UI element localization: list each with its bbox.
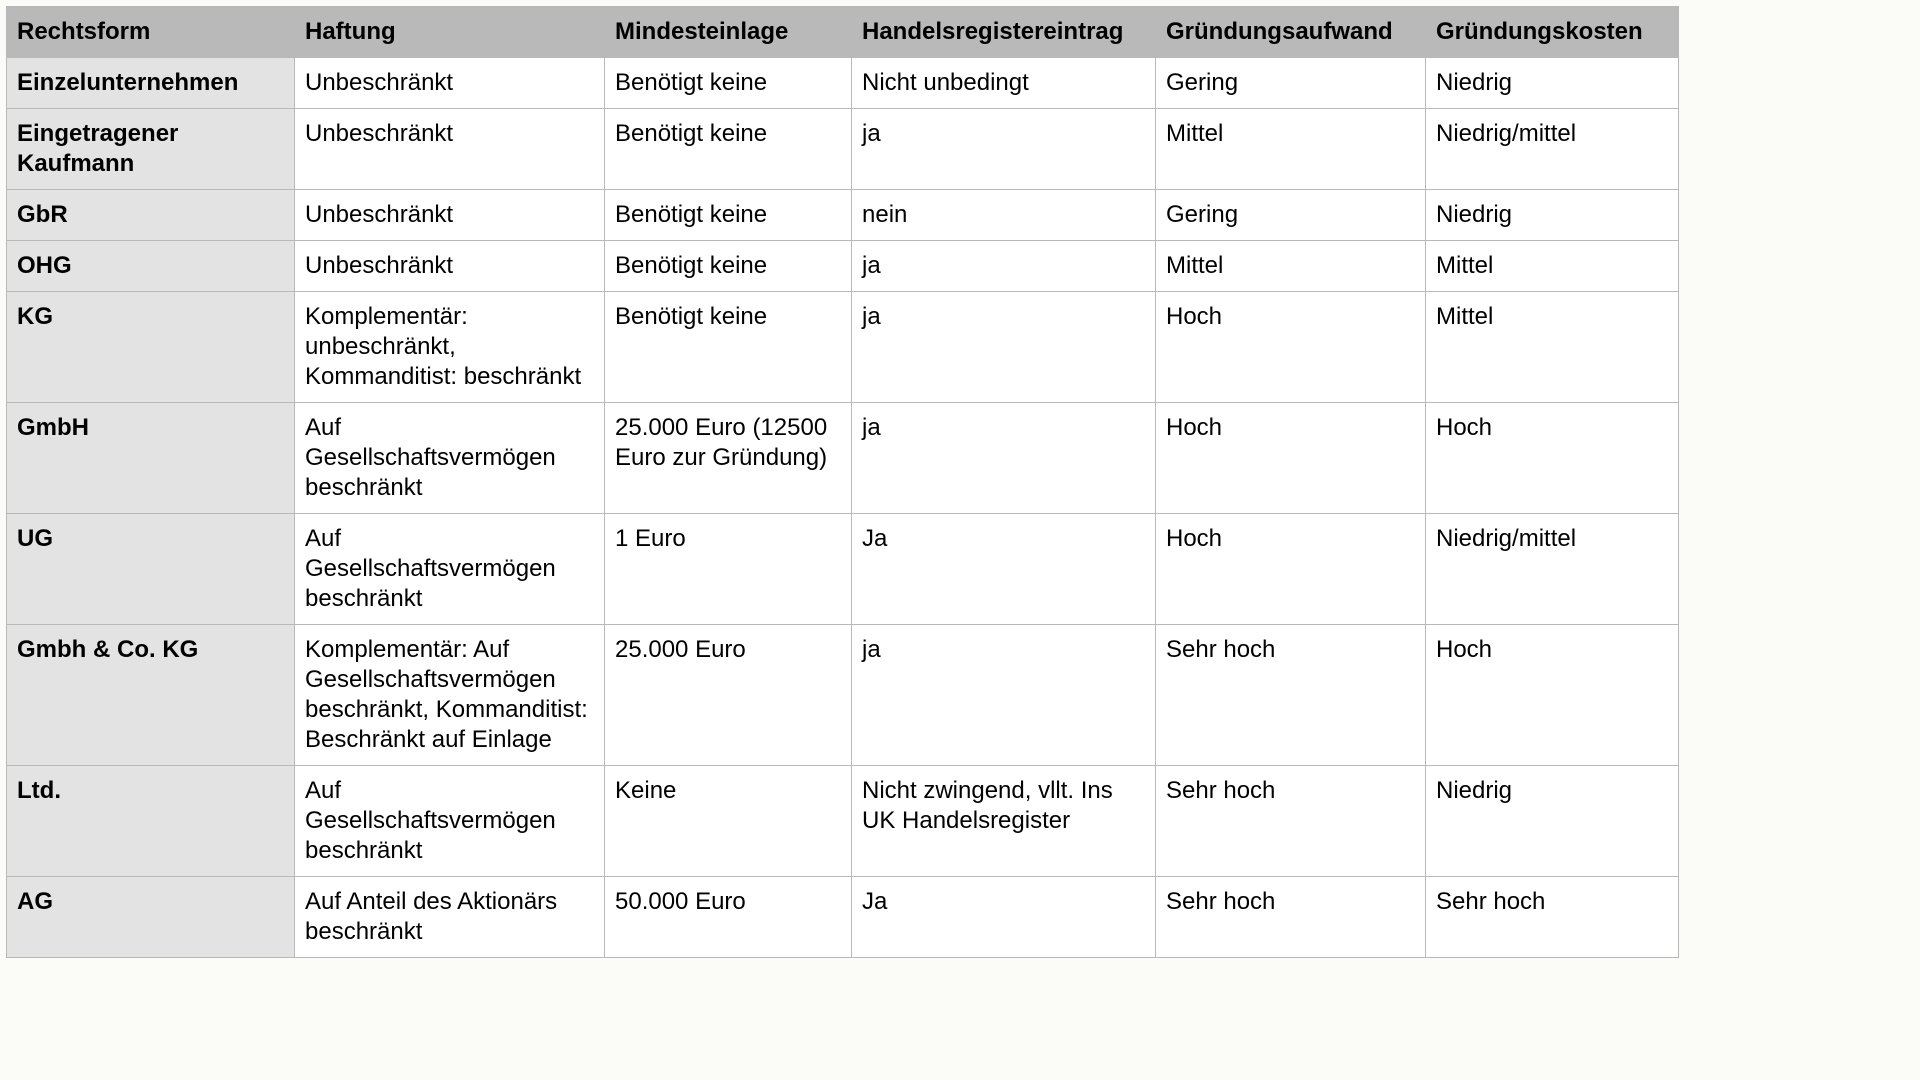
table-row: Gmbh & Co. KGKomplementär: Auf Gesellsch… — [7, 625, 1679, 766]
table-cell: Auf Anteil des Aktionärs beschränkt — [295, 877, 605, 958]
table-cell: ja — [852, 403, 1156, 514]
column-header: Haftung — [295, 7, 605, 58]
legal-forms-table: RechtsformHaftungMindesteinlageHandelsre… — [6, 6, 1679, 958]
table-cell: Niedrig/mittel — [1426, 109, 1679, 190]
table-cell: Gering — [1156, 58, 1426, 109]
table-cell: Ja — [852, 877, 1156, 958]
table-cell: Benötigt keine — [605, 190, 852, 241]
table-cell: Benötigt keine — [605, 109, 852, 190]
table-cell: Mittel — [1426, 241, 1679, 292]
row-header: Gmbh & Co. KG — [7, 625, 295, 766]
table-cell: Niedrig — [1426, 766, 1679, 877]
table-cell: Auf Gesellschaftsvermögen beschränkt — [295, 514, 605, 625]
table-cell: Benötigt keine — [605, 241, 852, 292]
column-header: Rechtsform — [7, 7, 295, 58]
table-cell: Komplementär: unbeschränkt, Kommanditist… — [295, 292, 605, 403]
table-cell: Mittel — [1426, 292, 1679, 403]
column-header: Gründungskosten — [1426, 7, 1679, 58]
table-cell: Hoch — [1426, 625, 1679, 766]
table-cell: Komplementär: Auf Gesellschaftsvermögen … — [295, 625, 605, 766]
table-cell: Sehr hoch — [1156, 625, 1426, 766]
table-row: Ltd.Auf Gesellschaftsvermögen beschränkt… — [7, 766, 1679, 877]
column-header: Handelsregistereintrag — [852, 7, 1156, 58]
table-cell: 1 Euro — [605, 514, 852, 625]
table-row: GbRUnbeschränktBenötigt keineneinGeringN… — [7, 190, 1679, 241]
row-header: Einzelunternehmen — [7, 58, 295, 109]
table-cell: ja — [852, 109, 1156, 190]
table-cell: 25.000 Euro (12500 Euro zur Gründung) — [605, 403, 852, 514]
table-cell: Keine — [605, 766, 852, 877]
row-header: KG — [7, 292, 295, 403]
table-cell: Unbeschränkt — [295, 241, 605, 292]
table-cell: Niedrig — [1426, 190, 1679, 241]
table-cell: Unbeschränkt — [295, 58, 605, 109]
table-cell: Ja — [852, 514, 1156, 625]
row-header: OHG — [7, 241, 295, 292]
table-cell: Hoch — [1156, 292, 1426, 403]
table-cell: Gering — [1156, 190, 1426, 241]
table-cell: Nicht unbedingt — [852, 58, 1156, 109]
row-header: AG — [7, 877, 295, 958]
table-cell: Mittel — [1156, 241, 1426, 292]
table-cell: Benötigt keine — [605, 292, 852, 403]
table-cell: Auf Gesellschaftsvermögen beschränkt — [295, 403, 605, 514]
table-header-row: RechtsformHaftungMindesteinlageHandelsre… — [7, 7, 1679, 58]
table-cell: Unbeschränkt — [295, 190, 605, 241]
table-cell: Benötigt keine — [605, 58, 852, 109]
table-cell: Hoch — [1156, 514, 1426, 625]
table-cell: Sehr hoch — [1156, 877, 1426, 958]
table-row: AGAuf Anteil des Aktionärs beschränkt50.… — [7, 877, 1679, 958]
table-cell: ja — [852, 625, 1156, 766]
table-cell: Unbeschränkt — [295, 109, 605, 190]
table-cell: Sehr hoch — [1156, 766, 1426, 877]
table-cell: Sehr hoch — [1426, 877, 1679, 958]
table-cell: Nicht zwingend, vllt. Ins UK Handelsregi… — [852, 766, 1156, 877]
table-row: EinzelunternehmenUnbeschränktBenötigt ke… — [7, 58, 1679, 109]
row-header: UG — [7, 514, 295, 625]
table-cell: Hoch — [1156, 403, 1426, 514]
table-row: GmbHAuf Gesellschaftsvermögen beschränkt… — [7, 403, 1679, 514]
table-cell: Niedrig — [1426, 58, 1679, 109]
row-header: Eingetragener Kaufmann — [7, 109, 295, 190]
table-row: Eingetragener KaufmannUnbeschränktBenöti… — [7, 109, 1679, 190]
table-cell: Hoch — [1426, 403, 1679, 514]
table-cell: ja — [852, 292, 1156, 403]
table-cell: 25.000 Euro — [605, 625, 852, 766]
row-header: GbR — [7, 190, 295, 241]
table-cell: nein — [852, 190, 1156, 241]
column-header: Gründungsaufwand — [1156, 7, 1426, 58]
table-cell: 50.000 Euro — [605, 877, 852, 958]
table-row: KGKomplementär: unbeschränkt, Kommanditi… — [7, 292, 1679, 403]
row-header: Ltd. — [7, 766, 295, 877]
row-header: GmbH — [7, 403, 295, 514]
table-cell: Mittel — [1156, 109, 1426, 190]
table-cell: ja — [852, 241, 1156, 292]
table-row: UGAuf Gesellschaftsvermögen beschränkt1 … — [7, 514, 1679, 625]
column-header: Mindesteinlage — [605, 7, 852, 58]
table-cell: Niedrig/mittel — [1426, 514, 1679, 625]
table-cell: Auf Gesellschaftsvermögen beschränkt — [295, 766, 605, 877]
table-row: OHGUnbeschränktBenötigt keinejaMittelMit… — [7, 241, 1679, 292]
